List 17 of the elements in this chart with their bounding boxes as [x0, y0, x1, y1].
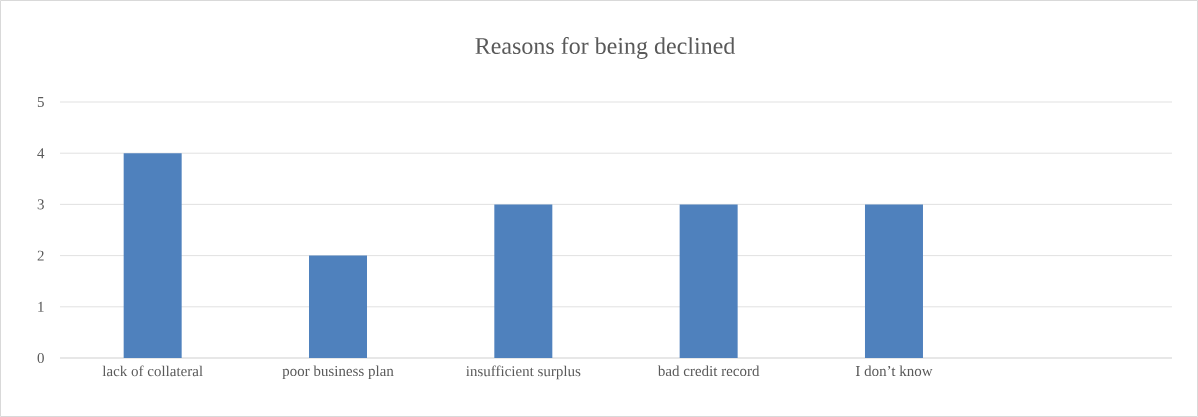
x-tick-label: poor business plan	[282, 365, 394, 380]
bar	[309, 255, 367, 358]
y-tick-label: 2	[37, 250, 44, 261]
x-tick-label: bad credit record	[657, 365, 760, 377]
x-tick-label: I don’t know	[855, 365, 933, 377]
x-tick-label: lack of collateral	[102, 365, 203, 377]
y-tick-label: 3	[37, 199, 44, 210]
chart-title: Reasons for being declined	[475, 36, 736, 60]
y-tick-label: 4	[37, 148, 45, 159]
y-tick-label: 1	[38, 301, 44, 312]
bar	[679, 204, 738, 358]
bar	[494, 204, 553, 358]
y-tick-label: 5	[37, 97, 44, 107]
y-tick-label: 0	[37, 352, 44, 364]
x-tick-label: insufficient surplus	[466, 365, 581, 380]
bar	[864, 204, 923, 358]
bar	[123, 153, 182, 358]
